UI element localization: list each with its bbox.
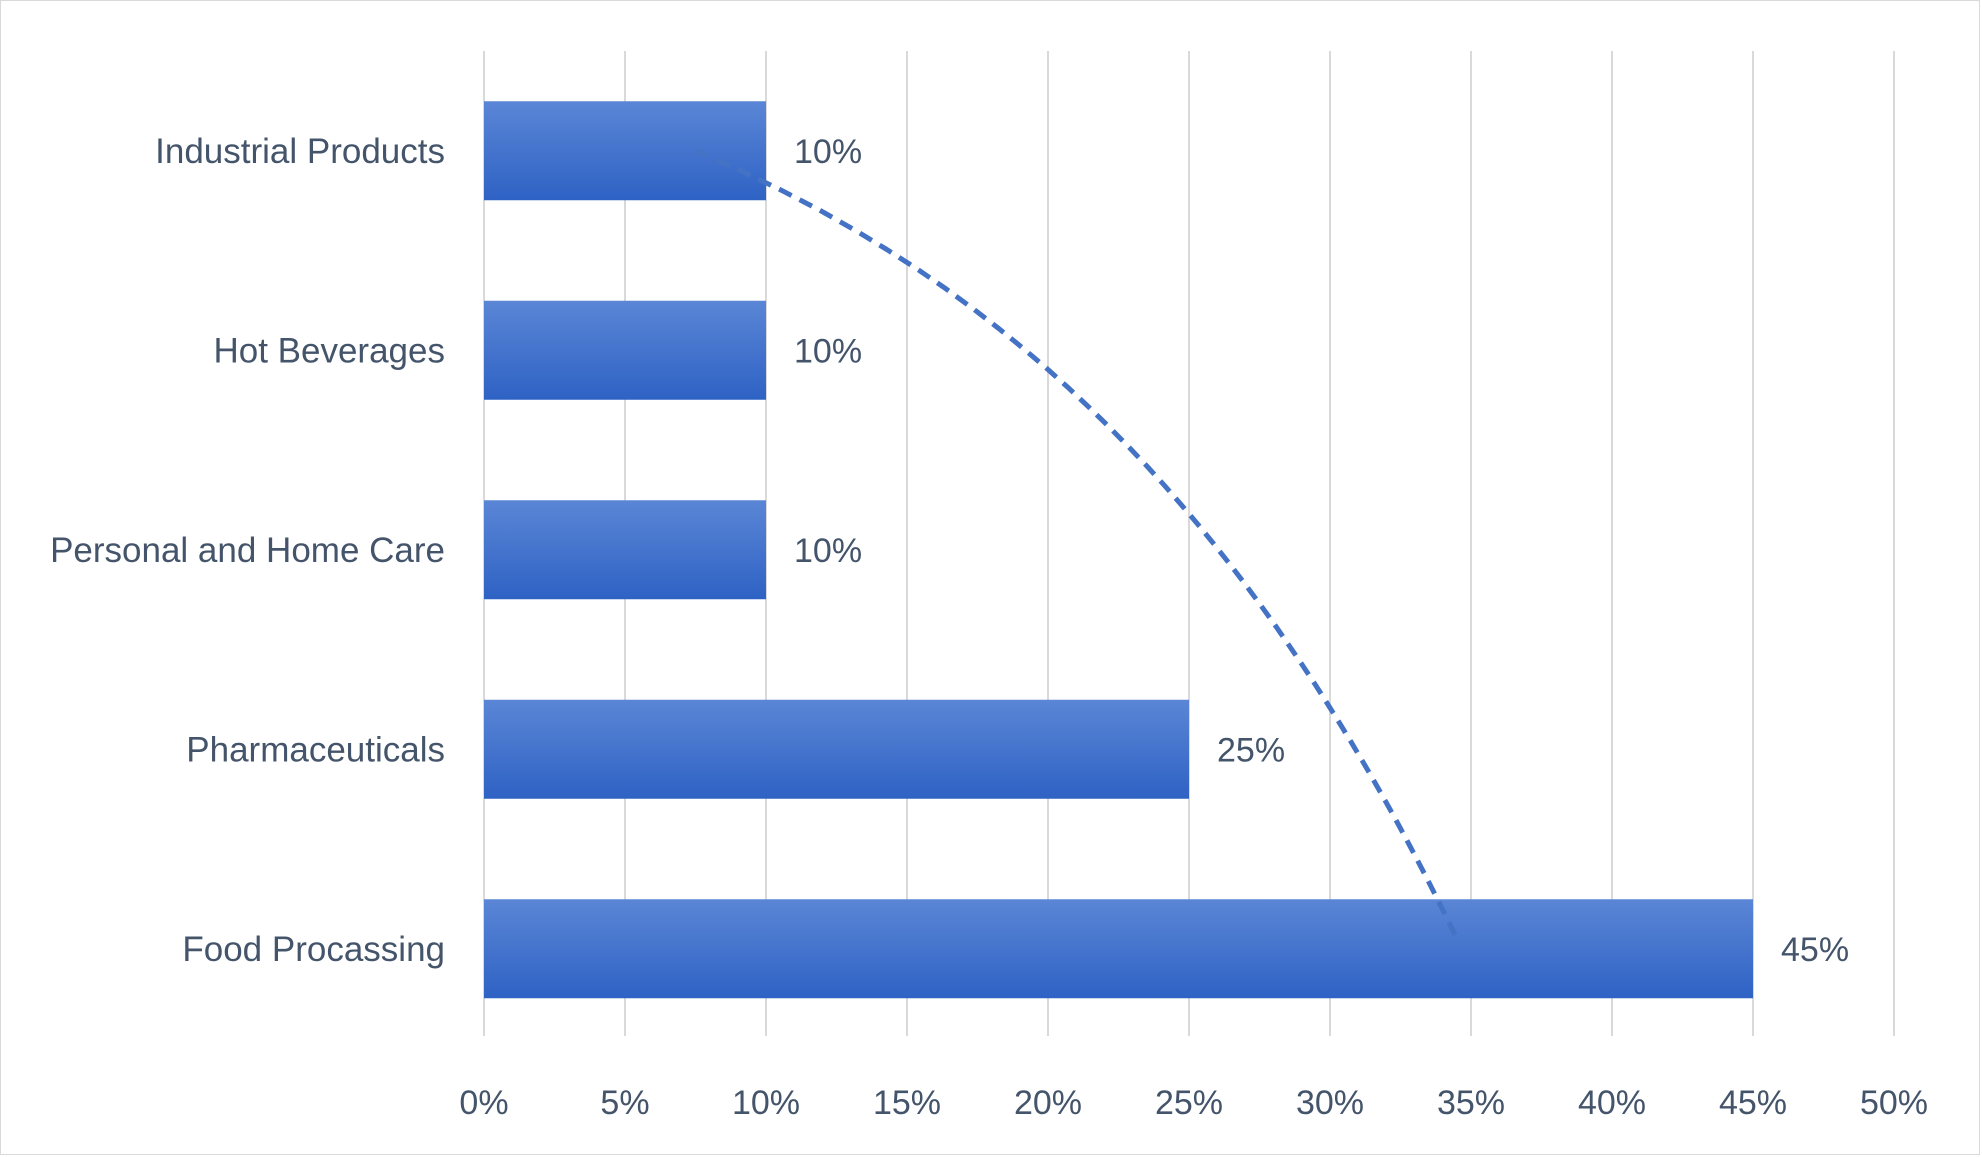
category-label: Food Procassing (182, 930, 445, 969)
x-tick-label: 5% (600, 1084, 649, 1122)
category-label: Industrial Products (155, 132, 445, 171)
gridlines (483, 51, 1895, 1036)
x-tick-label: 25% (1155, 1084, 1223, 1122)
x-tick-label: 10% (732, 1084, 800, 1122)
bar (484, 300, 766, 400)
category-label: Hot Beverages (213, 331, 445, 370)
data-label: 10% (794, 332, 862, 370)
data-label: 45% (1781, 931, 1849, 969)
trendline (694, 148, 1460, 940)
x-tick-label: 40% (1578, 1084, 1646, 1122)
category-label: Personal and Home Care (50, 531, 445, 570)
x-tick-label: 45% (1719, 1084, 1787, 1122)
bar (484, 101, 766, 201)
x-tick-label: 15% (873, 1084, 941, 1122)
bar (484, 500, 766, 600)
x-tick-label: 35% (1437, 1084, 1505, 1122)
data-label: 25% (1217, 731, 1285, 769)
data-label: 10% (794, 532, 862, 570)
x-tick-label: 50% (1860, 1084, 1928, 1122)
data-label: 10% (794, 133, 862, 171)
bar (484, 899, 1753, 999)
labels: 0% 5% 10% 15% 20% 25% 30% 35% 40% 45% 50% Industria… (50, 132, 1928, 1122)
x-tick-label: 0% (459, 1084, 508, 1122)
category-label: Pharmaceuticals (186, 730, 445, 769)
x-tick-label: 20% (1014, 1084, 1082, 1122)
bars (484, 101, 1753, 999)
bar (484, 699, 1189, 799)
x-tick-label: 30% (1296, 1084, 1364, 1122)
trendline-curve (694, 148, 1460, 940)
